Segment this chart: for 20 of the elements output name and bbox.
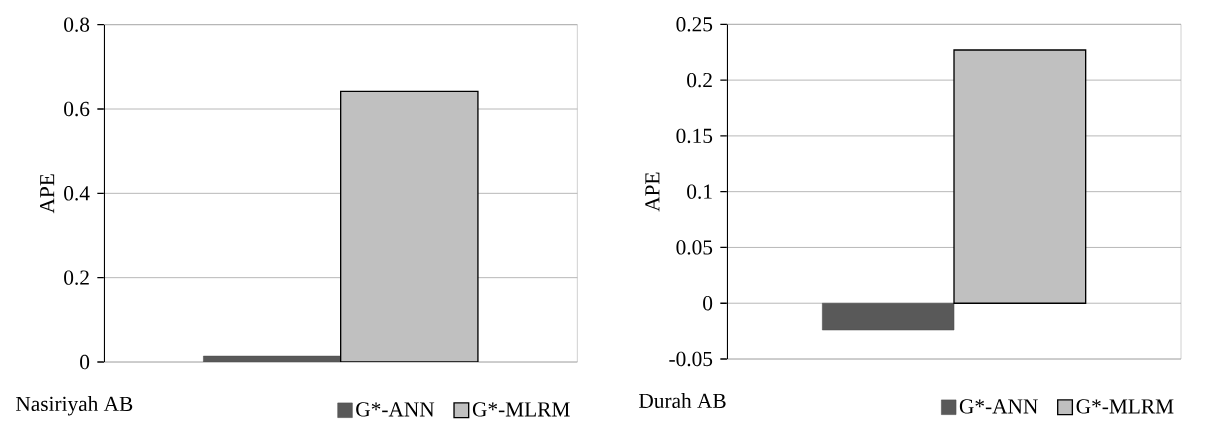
- y-tick-label: -0.05: [669, 351, 713, 367]
- x-axis-title: Durah AB: [638, 393, 726, 409]
- legend-label: G*-ANN: [959, 399, 1038, 414]
- y-tick-label: 0.25: [676, 17, 713, 32]
- y-tick-label: 0.2: [64, 270, 89, 285]
- legend-label: G*-MLRM: [472, 402, 570, 417]
- y-axis-title: APE: [40, 174, 55, 214]
- y-tick-label: 0.15: [676, 128, 713, 144]
- legend-label: G*-ANN: [356, 402, 435, 417]
- y-tick-label: 0: [80, 354, 90, 370]
- y-tick-label: 0.2: [687, 72, 712, 88]
- y-tick-label: 0.8: [64, 17, 90, 32]
- legend-label: G*-MLRM: [1076, 399, 1174, 414]
- y-axis-title: APE: [645, 172, 660, 212]
- y-tick-label: 0.1: [687, 184, 712, 199]
- y-tick-label: 0: [703, 296, 713, 311]
- x-axis-title: Nasiriyah AB: [15, 396, 133, 416]
- y-tick-label: 0.05: [676, 240, 713, 255]
- y-tick-label: 0.6: [64, 101, 90, 117]
- y-tick-label: 0.4: [64, 186, 90, 201]
